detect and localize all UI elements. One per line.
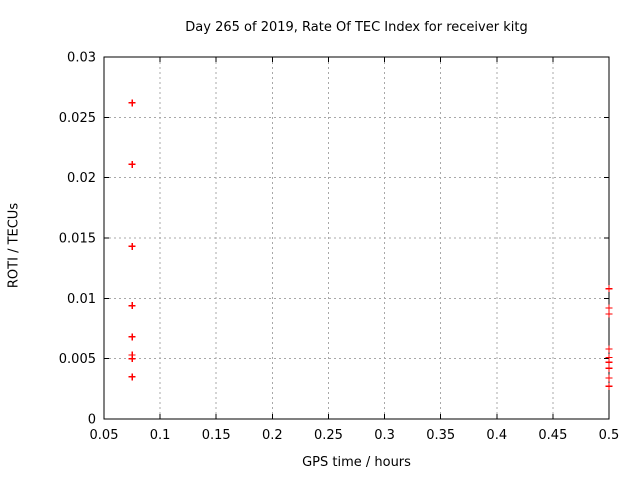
x-tick-label: 0.4 (486, 428, 507, 443)
data-point-marker (128, 333, 136, 341)
data-point-marker (128, 242, 136, 250)
x-tick-label: 0.25 (314, 428, 343, 443)
chart-title: Day 265 of 2019, Rate Of TEC Index for r… (185, 20, 528, 35)
x-tick-label: 0.1 (150, 428, 171, 443)
data-point-marker (605, 310, 613, 318)
data-point-marker (605, 285, 613, 293)
y-tick-label: 0 (88, 413, 96, 428)
data-point-marker (128, 302, 136, 310)
data-point-marker (605, 374, 613, 382)
data-point-marker (605, 382, 613, 390)
x-tick-label: 0.45 (538, 428, 567, 443)
data-point-marker (605, 358, 613, 366)
x-tick-label: 0.2 (262, 428, 283, 443)
y-tick-label: 0.025 (59, 111, 96, 126)
data-point-marker (128, 160, 136, 168)
x-tick-label: 0.05 (90, 428, 119, 443)
y-tick-label: 0.015 (59, 232, 96, 247)
x-tick-label: 0.35 (426, 428, 455, 443)
data-point-marker (605, 304, 613, 312)
data-point-marker (128, 99, 136, 107)
data-point-marker (605, 364, 613, 372)
x-tick-label: 0.5 (599, 428, 620, 443)
data-point-marker (128, 373, 136, 381)
data-point-marker (605, 345, 613, 353)
x-tick-label: 0.15 (202, 428, 231, 443)
data-point-marker (128, 355, 136, 363)
y-tick-label: 0.01 (67, 292, 96, 307)
x-tick-label: 0.3 (374, 428, 395, 443)
y-tick-label: 0.03 (67, 51, 96, 66)
y-tick-label: 0.02 (67, 171, 96, 186)
x-axis-label: GPS time / hours (302, 455, 411, 470)
y-tick-label: 0.005 (59, 352, 96, 367)
